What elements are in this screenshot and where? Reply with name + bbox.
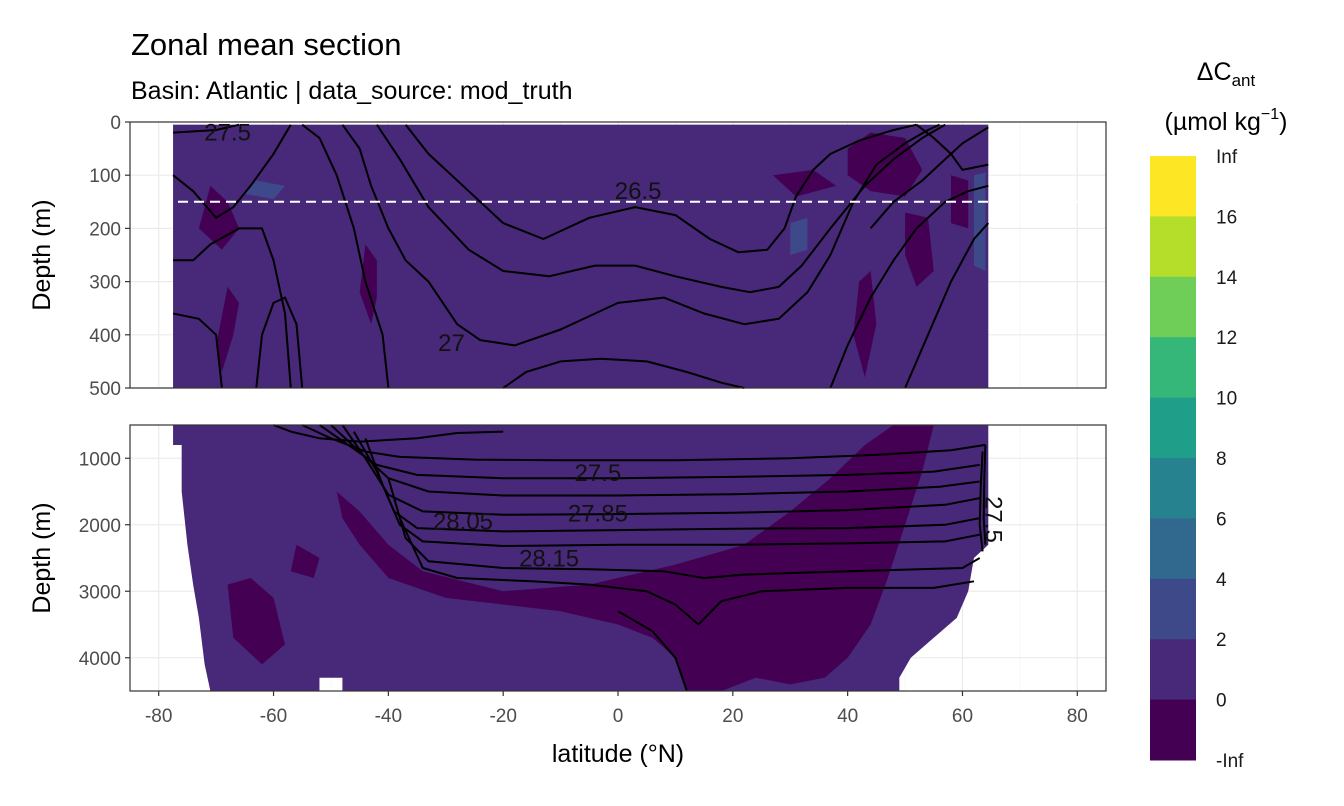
isopycnal-contour bbox=[617, 610, 688, 692]
contour-label: 27.5 bbox=[575, 460, 622, 487]
y-tick-label: 100 bbox=[89, 166, 121, 187]
contour-label: 28.15 bbox=[519, 546, 579, 573]
isopycnal-contour bbox=[172, 312, 223, 389]
isopycnal-contour bbox=[376, 123, 946, 294]
isopycnal-contour bbox=[502, 357, 745, 389]
legend-labels: Inf 16 14 12 10 8 6 4 2 0 -Inf bbox=[1216, 147, 1244, 772]
legend-label: 16 bbox=[1216, 207, 1237, 228]
legend-label: 12 bbox=[1216, 328, 1237, 349]
y-tick-label: 3000 bbox=[79, 582, 121, 603]
x-tick-label: -60 bbox=[260, 706, 287, 727]
y-tick-label: 2000 bbox=[79, 516, 121, 537]
panel-lower: 27.5 27.85 28.05 28.15 27.5 bbox=[129, 424, 1107, 692]
y-axes: 0 100 200 300 400 500 1000 2000 3000 4000 bbox=[79, 113, 130, 670]
field-high-region bbox=[973, 172, 986, 271]
field-low-region bbox=[336, 425, 934, 691]
legend-unit: (µmol kg−1) bbox=[1165, 106, 1288, 136]
isopycnal-contour bbox=[364, 437, 980, 547]
isopycnal-contour bbox=[869, 126, 989, 230]
x-tick-label: 20 bbox=[722, 706, 743, 727]
contour-label: 27 bbox=[438, 330, 465, 357]
field-low-region bbox=[227, 577, 286, 665]
isopycnal-contour bbox=[173, 123, 240, 134]
legend: ΔCant (µmol kg−1) Inf 16 14 12 10 8 6 4 2 0 -Inf bbox=[1150, 58, 1287, 772]
isopycnal-contour bbox=[404, 123, 917, 254]
x-tick-label: -40 bbox=[375, 706, 402, 727]
legend-swatch bbox=[1150, 639, 1196, 701]
legend-label: 2 bbox=[1216, 630, 1227, 651]
field-high-region bbox=[244, 180, 286, 200]
y-tick-label: 0 bbox=[110, 113, 121, 134]
y-tick-label: 1000 bbox=[79, 449, 121, 470]
isopycnal-contour bbox=[255, 296, 304, 389]
panel-lower-field bbox=[173, 425, 989, 691]
field-high-region bbox=[790, 217, 808, 255]
legend-label: 10 bbox=[1216, 389, 1237, 410]
isopycnal-contour bbox=[398, 517, 975, 626]
legend-swatch bbox=[1150, 699, 1196, 761]
isopycnal-contour bbox=[915, 123, 989, 171]
legend-swatch bbox=[1150, 156, 1196, 217]
legend-swatch bbox=[1150, 578, 1196, 640]
isopycnal-contour bbox=[829, 184, 989, 389]
legend-label: 0 bbox=[1216, 691, 1227, 712]
legend-label: 8 bbox=[1216, 449, 1227, 470]
y-axis-title-lower: Depth (m) bbox=[28, 502, 56, 613]
x-axis: -80 -60 -40 -20 0 20 40 60 80 bbox=[145, 691, 1088, 727]
y-axis-title-upper: Depth (m) bbox=[28, 199, 56, 310]
isopycnal-contour bbox=[173, 227, 292, 389]
isopycnal-contour bbox=[301, 123, 390, 389]
x-tick-label: 40 bbox=[837, 706, 858, 727]
panel-upper: 27.5 26.5 27 bbox=[129, 120, 1107, 389]
y-tick-label: 4000 bbox=[79, 649, 121, 670]
legend-label: 6 bbox=[1216, 509, 1227, 530]
legend-title: ΔCant bbox=[1197, 58, 1256, 90]
field-low-region bbox=[905, 212, 934, 287]
legend-swatch bbox=[1150, 216, 1196, 278]
x-tick-label: -80 bbox=[145, 706, 172, 727]
x-tick-label: 60 bbox=[952, 706, 973, 727]
y-tick-label: 400 bbox=[89, 326, 121, 347]
y-tick-label: 200 bbox=[89, 219, 121, 240]
field-low-region bbox=[290, 544, 320, 578]
legend-swatch bbox=[1150, 518, 1196, 580]
legend-swatch bbox=[1150, 337, 1196, 399]
isopycnal-contour bbox=[172, 124, 292, 219]
chart-title: Zonal mean section bbox=[131, 27, 402, 62]
legend-colorbar bbox=[1150, 156, 1196, 761]
panel-upper-border bbox=[129, 121, 1107, 389]
contour-label: 27.85 bbox=[568, 500, 628, 527]
legend-label: 4 bbox=[1216, 570, 1227, 591]
legend-label: 14 bbox=[1216, 268, 1238, 289]
legend-swatch bbox=[1150, 397, 1196, 459]
legend-swatch bbox=[1150, 276, 1196, 338]
x-tick-label: 80 bbox=[1067, 706, 1088, 727]
x-tick-label: -20 bbox=[489, 706, 516, 727]
contour-label: 26.5 bbox=[615, 178, 662, 205]
isopycnal-contour bbox=[341, 424, 980, 516]
isopycnal-contour bbox=[341, 123, 940, 347]
legend-label: Inf bbox=[1216, 147, 1238, 168]
legend-swatch bbox=[1150, 458, 1196, 519]
isopycnal-contour bbox=[982, 444, 987, 545]
contour-label: 28.05 bbox=[433, 508, 493, 535]
isopycnal-contour bbox=[387, 477, 981, 579]
chart-subtitle: Basin: Atlantic | data_source: mod_truth bbox=[131, 77, 572, 105]
contour-label: 27.5 bbox=[979, 496, 1006, 543]
field-low-region bbox=[216, 286, 240, 373]
x-axis-title: latitude (°N) bbox=[552, 740, 684, 768]
y-tick-label: 500 bbox=[89, 379, 121, 400]
field-low-region bbox=[950, 175, 969, 229]
x-tick-label: 0 bbox=[613, 706, 624, 727]
y-tick-label: 300 bbox=[89, 273, 121, 294]
panel-upper-contours: 27.5 26.5 27 bbox=[172, 120, 990, 389]
panel-lower-contours: 27.5 27.85 28.05 28.15 27.5 bbox=[273, 424, 1006, 692]
panel-upper-field bbox=[173, 124, 989, 388]
contour-label: 27.5 bbox=[204, 120, 251, 147]
legend-label: -Inf bbox=[1216, 751, 1244, 772]
isopycnal-contour bbox=[978, 451, 984, 552]
isopycnal-contour bbox=[904, 222, 990, 389]
